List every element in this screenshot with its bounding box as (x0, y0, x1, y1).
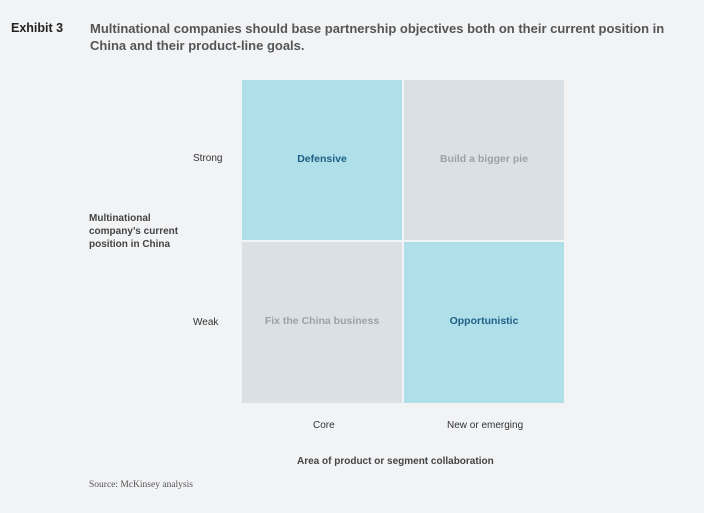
strategy-matrix: Defensive Build a bigger pie Fix the Chi… (242, 80, 564, 403)
exhibit-label: Exhibit 3 (11, 21, 64, 35)
y-tick-weak: Weak (193, 317, 219, 328)
cell-build-a-bigger-pie-label: Build a bigger pie (439, 153, 529, 165)
source-note: Source: McKinsey analysis (89, 480, 193, 490)
x-axis-title: Area of product or segment collaboration (297, 456, 494, 467)
cell-defensive: Defensive (242, 80, 402, 240)
y-tick-strong: Strong (193, 153, 223, 164)
cell-fix-the-china-business: Fix the China business (242, 242, 402, 403)
cell-fix-the-china-business-label: Fix the China business (264, 315, 380, 327)
y-axis-title: Multinational company’s current position… (89, 213, 179, 250)
x-tick-new-or-emerging: New or emerging (447, 420, 524, 431)
x-tick-core: Core (313, 420, 335, 431)
cell-opportunistic: Opportunistic (404, 242, 564, 403)
cell-opportunistic-label: Opportunistic (449, 315, 519, 327)
cell-build-a-bigger-pie: Build a bigger pie (404, 80, 564, 240)
cell-defensive-label: Defensive (297, 153, 347, 165)
exhibit-headline: Multinational companies should base part… (90, 21, 665, 53)
